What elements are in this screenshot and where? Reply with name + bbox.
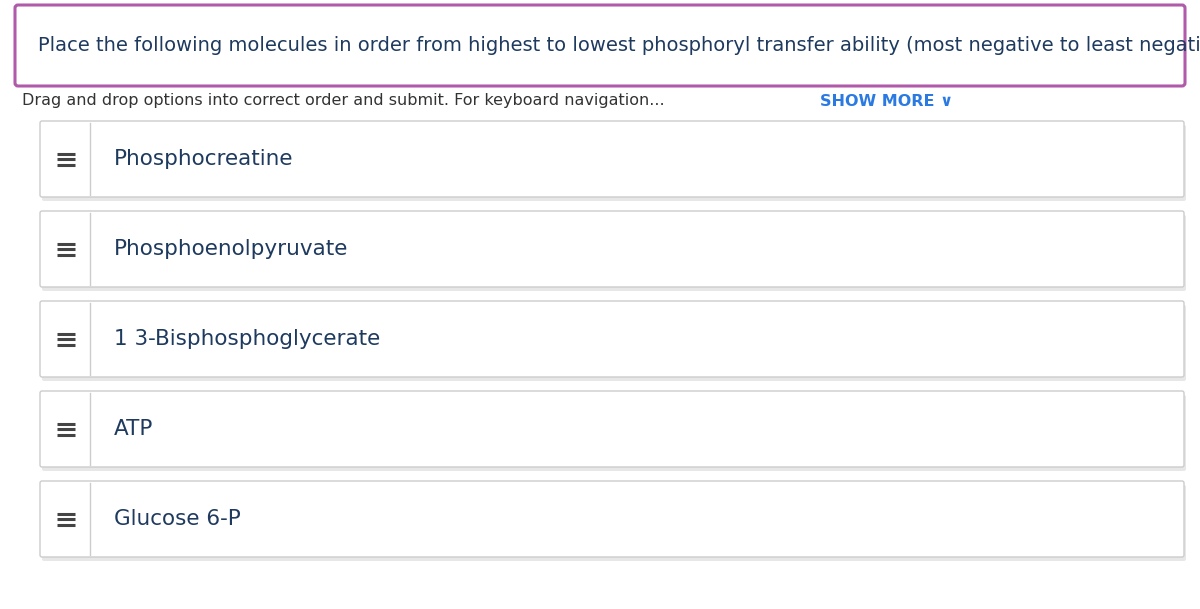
Text: ATP: ATP bbox=[114, 419, 154, 439]
FancyBboxPatch shape bbox=[42, 485, 1186, 561]
Text: Drag and drop options into correct order and submit. For keyboard navigation...: Drag and drop options into correct order… bbox=[22, 94, 674, 108]
Text: Phosphocreatine: Phosphocreatine bbox=[114, 149, 294, 169]
Text: Phosphoenolpyruvate: Phosphoenolpyruvate bbox=[114, 239, 348, 259]
FancyBboxPatch shape bbox=[40, 211, 1184, 287]
FancyBboxPatch shape bbox=[14, 5, 1186, 86]
Text: 1 3-Bisphosphoglycerate: 1 3-Bisphosphoglycerate bbox=[114, 329, 380, 349]
Text: Glucose 6-P: Glucose 6-P bbox=[114, 509, 241, 529]
FancyBboxPatch shape bbox=[42, 125, 1186, 201]
Text: Place the following molecules in order from highest to lowest phosphoryl transfe: Place the following molecules in order f… bbox=[38, 36, 1200, 55]
Text: Drag and drop options into correct order and submit. For keyboard navigation...: Drag and drop options into correct order… bbox=[22, 94, 674, 108]
FancyBboxPatch shape bbox=[42, 215, 1186, 291]
FancyBboxPatch shape bbox=[40, 481, 1184, 557]
FancyBboxPatch shape bbox=[40, 301, 1184, 377]
FancyBboxPatch shape bbox=[42, 395, 1186, 471]
Text: SHOW MORE ∨: SHOW MORE ∨ bbox=[820, 94, 953, 108]
FancyBboxPatch shape bbox=[40, 391, 1184, 467]
FancyBboxPatch shape bbox=[40, 121, 1184, 197]
FancyBboxPatch shape bbox=[42, 305, 1186, 381]
